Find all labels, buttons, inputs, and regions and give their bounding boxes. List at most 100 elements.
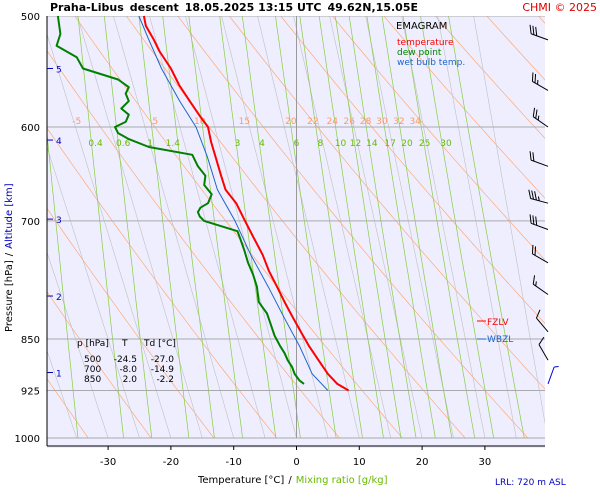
wind-barb-shaft bbox=[532, 116, 549, 128]
mixing-ratio-line bbox=[47, 130, 79, 439]
table-header-p: p [hPa] bbox=[77, 339, 109, 349]
wind-barb bbox=[528, 189, 549, 204]
mixing-ratio-label: 3 bbox=[235, 139, 241, 149]
moist-adiabat-line bbox=[47, 251, 109, 439]
mixing-ratio-label: 12 bbox=[350, 139, 361, 149]
table-cell: 2.0 bbox=[123, 375, 138, 385]
dew-point-line bbox=[55, 15, 305, 385]
temperature-tick-label: 30 bbox=[479, 457, 492, 468]
mixing-ratio-label: 25 bbox=[419, 139, 430, 149]
wind-barb-half-flag bbox=[537, 196, 540, 201]
mixing-ratio-line bbox=[138, 16, 190, 439]
table-cell: 850 bbox=[84, 375, 101, 385]
dry-adiabat-label: 22 bbox=[307, 117, 318, 127]
grid-lines bbox=[47, 16, 545, 439]
wind-barb bbox=[535, 309, 549, 333]
x-axis-label: Temperature [°C] / Mixing ratio [g/kg] bbox=[197, 475, 388, 486]
wind-barb-shaft bbox=[536, 317, 549, 333]
dry-adiabat-label: 24 bbox=[327, 117, 339, 127]
mixing-ratio-line bbox=[103, 16, 153, 439]
wind-barb bbox=[547, 365, 559, 385]
dry-adiabat-label: 28 bbox=[360, 117, 372, 127]
mixing-ratio-label: 8 bbox=[317, 139, 323, 149]
wind-barb-half-flag bbox=[554, 365, 559, 368]
mixing-ratio-label: 20 bbox=[401, 139, 413, 149]
series-lines bbox=[55, 15, 350, 392]
dry-adiabat-label: 30 bbox=[376, 117, 388, 127]
wind-barb bbox=[529, 24, 549, 41]
dry-adiabat-label: 20 bbox=[285, 117, 297, 127]
dry-adiabat-line bbox=[177, 16, 529, 439]
wind-barb-flag bbox=[535, 109, 538, 119]
wind-barbs bbox=[528, 24, 559, 385]
grid-labels: -5 5 10 15 20 22 24 26 28 30 32 340.4 0.6 1 1.4 3 4 6 8 10 1… bbox=[72, 117, 452, 149]
wind-barb-flag bbox=[532, 152, 535, 162]
wind-barb-flag bbox=[529, 24, 532, 34]
wet-bulb-line bbox=[138, 15, 329, 391]
wind-barb-shaft bbox=[547, 366, 555, 385]
mixing-ratio-line bbox=[241, 16, 301, 439]
wind-barb-flag bbox=[535, 309, 541, 319]
dry-adiabat-line bbox=[47, 291, 152, 439]
pressure-tick-label: 500 bbox=[21, 12, 40, 23]
wind-barb-flag bbox=[528, 189, 532, 199]
temperature-line bbox=[142, 15, 350, 392]
wind-barb-half-flag bbox=[535, 281, 537, 286]
mixing-ratio-line bbox=[162, 16, 215, 439]
mixing-ratio-line bbox=[366, 16, 436, 439]
wind-barb-flag bbox=[529, 214, 532, 224]
moist-adiabat-line bbox=[293, 16, 391, 439]
table-cell: -14.9 bbox=[151, 365, 175, 375]
mixing-ratio-label: 14 bbox=[366, 139, 378, 149]
wind-barb-flag bbox=[532, 25, 535, 35]
moist-adiabat-line bbox=[47, 145, 140, 439]
table-cell: -27.0 bbox=[151, 355, 175, 365]
dry-adiabat-label: 32 bbox=[393, 117, 404, 127]
altitude-tick-label: 1 bbox=[56, 370, 62, 380]
mixing-ratio-line bbox=[348, 16, 417, 439]
moist-adiabat-line bbox=[77, 16, 203, 439]
wind-barb bbox=[529, 214, 549, 230]
mixing-ratio-label: 4 bbox=[259, 139, 265, 149]
mixing-ratio-line bbox=[77, 16, 124, 439]
legend-temperature: temperature bbox=[397, 38, 454, 48]
table-cell: 700 bbox=[84, 365, 101, 375]
temperature-tick-label: 20 bbox=[416, 457, 429, 468]
pressure-tick-label: 1000 bbox=[15, 434, 40, 445]
temperature-tick-label: 10 bbox=[353, 457, 366, 468]
mixing-ratio-label: 0.6 bbox=[116, 139, 131, 149]
wind-barb-flag bbox=[534, 73, 537, 83]
table-cell: 500 bbox=[84, 355, 101, 365]
wind-barb-flag bbox=[535, 216, 538, 226]
mixing-ratio-line bbox=[275, 16, 337, 439]
moist-adiabat-line bbox=[185, 16, 297, 439]
dry-adiabat-line bbox=[47, 127, 277, 439]
temperature-tick-label: 0 bbox=[293, 457, 299, 468]
moist-adiabat-line bbox=[437, 16, 517, 439]
wind-barb-flag bbox=[532, 215, 535, 225]
moist-adiabat-line bbox=[221, 16, 329, 439]
mixing-ratio-line bbox=[402, 16, 476, 439]
dry-adiabat-line bbox=[74, 16, 403, 439]
moist-adiabat-line bbox=[473, 16, 545, 425]
dry-adiabat-label: -5 bbox=[72, 117, 81, 127]
mixing-ratio-label: 17 bbox=[384, 139, 395, 149]
legend-wet-bulb: wet bulb temp. bbox=[397, 58, 465, 68]
wind-barb-flag bbox=[531, 72, 534, 82]
dry-adiabat-label: 15 bbox=[239, 117, 250, 127]
wind-barb-flag bbox=[529, 151, 532, 161]
wind-barb-flag bbox=[535, 26, 538, 36]
altitude-tick-label: 4 bbox=[56, 137, 62, 147]
summary-table: p [hPa] T Td [°C] 500 -24.5 -27.0 700 -8… bbox=[77, 339, 176, 385]
wind-barb-half-flag bbox=[537, 115, 540, 121]
mixing-ratio-line bbox=[219, 16, 277, 439]
wind-barb-flag bbox=[534, 191, 537, 201]
pressure-tick-label: 850 bbox=[21, 335, 40, 346]
wind-barb-shaft bbox=[530, 159, 549, 167]
dry-adiabat-label: 34 bbox=[409, 117, 421, 127]
mixing-ratio-line bbox=[318, 16, 384, 439]
table-cell: -8.0 bbox=[119, 365, 137, 375]
mixing-ratio-label: 6 bbox=[294, 139, 300, 149]
mixing-ratio-line bbox=[299, 16, 363, 439]
